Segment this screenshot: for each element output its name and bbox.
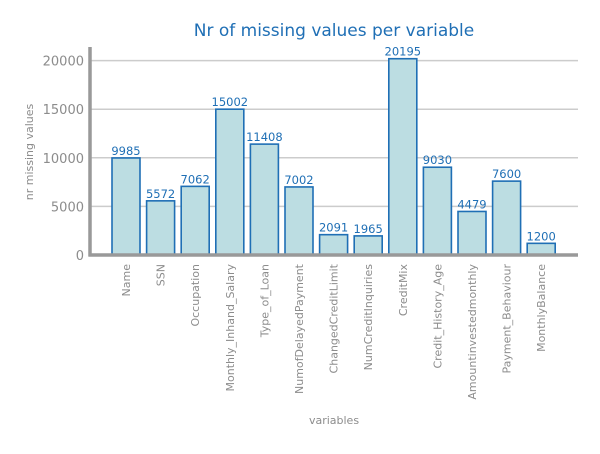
value-label: 2091 bbox=[319, 221, 348, 235]
bar bbox=[111, 157, 141, 256]
bar bbox=[318, 233, 349, 256]
bar bbox=[249, 143, 280, 256]
x-tick-label: MonthlyBalance bbox=[535, 264, 548, 352]
value-label: 7002 bbox=[284, 173, 313, 187]
x-tick-label: Payment_Behaviour bbox=[501, 264, 514, 374]
bar bbox=[180, 185, 210, 256]
chart-title: Nr of missing values per variable bbox=[194, 21, 475, 41]
bar bbox=[284, 186, 314, 256]
value-label: 1200 bbox=[527, 229, 556, 243]
y-tick-labels: 0 5000 10000 15000 20000 bbox=[43, 55, 84, 264]
x-tick-label: Monthly_Inhand_Salary bbox=[224, 264, 237, 392]
bar bbox=[422, 166, 453, 256]
y-tick-label: 5000 bbox=[51, 200, 84, 215]
y-tick-label: 20000 bbox=[43, 55, 84, 70]
x-tick-label: NumofDelayedPayment bbox=[293, 263, 306, 394]
x-tick-label: CreditMix bbox=[397, 264, 410, 317]
bar bbox=[353, 235, 384, 256]
x-tick-label: Credit_History_Age bbox=[431, 264, 444, 369]
x-axis-label: variables bbox=[309, 414, 359, 427]
x-tick-label: ChangedCreditLimit bbox=[328, 263, 341, 373]
bar bbox=[145, 200, 176, 256]
axes bbox=[88, 47, 578, 257]
value-label: 11408 bbox=[246, 130, 283, 144]
value-label: 5572 bbox=[146, 187, 175, 201]
bar bbox=[491, 180, 522, 256]
value-label: 4479 bbox=[457, 197, 486, 211]
value-label: 7062 bbox=[181, 172, 210, 186]
x-tick-label: NumCreditInquiries bbox=[362, 264, 375, 371]
bar bbox=[215, 108, 245, 256]
value-label: 1965 bbox=[354, 222, 383, 236]
x-tick-label: Name bbox=[120, 264, 133, 297]
y-axis-label: nr missing values bbox=[23, 103, 36, 200]
bar bbox=[457, 210, 487, 256]
y-tick-label: 15000 bbox=[43, 103, 84, 118]
value-labels: 9985 5572 7062 15002 11408 7002 2091 1965 20195 9… bbox=[111, 45, 555, 244]
value-label: 15002 bbox=[212, 95, 249, 109]
x-tick-label: Amountinvestedmonthly bbox=[466, 264, 479, 400]
x-tick-label: SSN bbox=[155, 264, 168, 286]
x-tick-label: Occupation bbox=[189, 264, 202, 327]
value-label: 7600 bbox=[492, 167, 521, 181]
y-tick-label: 10000 bbox=[43, 152, 84, 167]
value-label: 9030 bbox=[423, 153, 452, 167]
bar bbox=[387, 57, 418, 256]
value-label: 20195 bbox=[385, 45, 422, 59]
x-tick-label: Type_of_Loan bbox=[258, 264, 271, 338]
y-tick-label: 0 bbox=[76, 249, 84, 264]
x-tick-labels: Name SSN Occupation Monthly_Inhand_Salary Ty… bbox=[120, 263, 548, 399]
value-label: 9985 bbox=[111, 144, 140, 158]
